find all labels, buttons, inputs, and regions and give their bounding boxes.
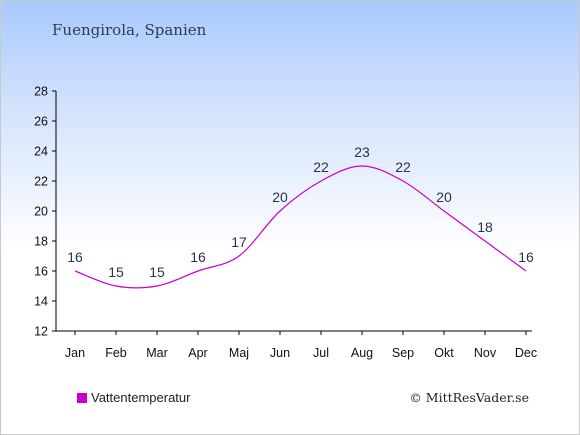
- data-label: 23: [354, 144, 370, 160]
- x-tick-label: Jun: [270, 346, 290, 360]
- legend-label: Vattentemperatur: [91, 390, 191, 405]
- y-tick-label: 14: [34, 295, 48, 309]
- y-tick-label: 26: [34, 115, 48, 129]
- credit-text: © MittResVader.se: [409, 390, 529, 405]
- x-tick-label: Apr: [188, 346, 207, 360]
- legend-swatch: [77, 392, 87, 403]
- y-tick-label: 12: [34, 325, 48, 339]
- data-label: 16: [190, 249, 206, 265]
- data-label: 18: [477, 219, 493, 235]
- x-tick-label: Okt: [434, 346, 454, 360]
- data-label: 20: [436, 189, 452, 205]
- y-tick-label: 24: [34, 145, 48, 159]
- y-tick-label: 22: [34, 175, 48, 189]
- data-label: 20: [272, 189, 288, 205]
- x-tick-label: Jul: [313, 346, 329, 360]
- data-label: 17: [231, 234, 247, 250]
- y-tick-label: 20: [34, 205, 48, 219]
- y-tick-label: 16: [34, 265, 48, 279]
- x-tick-label: Mar: [146, 346, 168, 360]
- x-tick-label: Dec: [515, 346, 537, 360]
- data-label: 16: [518, 249, 534, 265]
- series-line: [74, 165, 527, 289]
- legend: Vattentemperatur: [77, 390, 190, 405]
- x-tick-label: Sep: [392, 346, 414, 360]
- x-tick-label: Feb: [105, 346, 127, 360]
- data-label: 22: [313, 159, 329, 175]
- data-label: 15: [149, 264, 165, 280]
- y-tick-label: 28: [34, 85, 48, 99]
- data-label: 15: [108, 264, 124, 280]
- x-tick-label: Maj: [229, 346, 249, 360]
- y-tick-label: 18: [34, 235, 48, 249]
- data-label: 22: [395, 159, 411, 175]
- x-tick-label: Nov: [474, 346, 497, 360]
- x-tick-label: Jan: [65, 346, 85, 360]
- data-label: 16: [67, 249, 83, 265]
- x-tick-label: Aug: [351, 346, 373, 360]
- chart-title: Fuengirola, Spanien: [52, 21, 207, 39]
